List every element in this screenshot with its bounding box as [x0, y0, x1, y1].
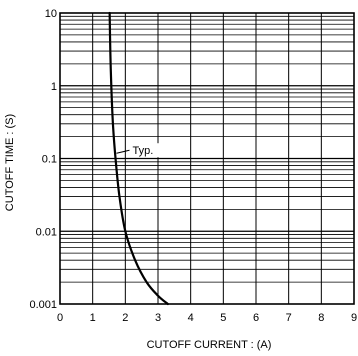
- y-tick-labels: 0.001 0.01 0.1 1 10: [29, 8, 57, 311]
- y-tick-label: 10: [45, 8, 57, 20]
- y-axis-label: CUTOFF TIME : (S): [4, 114, 16, 211]
- y-tick-label: 0.1: [42, 154, 57, 166]
- x-tick-label: 0: [57, 312, 63, 324]
- x-tick-label: 2: [122, 312, 128, 324]
- x-tick-label: 8: [318, 312, 324, 324]
- x-tick-label: 6: [253, 312, 259, 324]
- annotation-leader: [116, 149, 130, 154]
- annotation-typ: Typ.: [133, 145, 154, 157]
- annotation-background: [129, 143, 160, 158]
- y-tick-label: 1: [51, 81, 57, 93]
- x-tick-label: 1: [90, 312, 96, 324]
- x-axis-label: CUTOFF CURRENT : (A): [147, 339, 272, 351]
- typ-curve: [108, 11, 169, 306]
- x-tick-label: 7: [286, 312, 292, 324]
- y-tick-label: 0.001: [29, 299, 57, 311]
- grid-lines: [60, 13, 354, 304]
- x-tick-labels: 0 1 2 3 4 5 6 7 8 9: [57, 312, 357, 324]
- y-tick-label: 0.01: [36, 226, 57, 238]
- x-tick-label: 4: [188, 312, 194, 324]
- x-tick-label: 9: [351, 312, 357, 324]
- plot-frame: [59, 12, 355, 305]
- x-tick-label: 3: [155, 312, 161, 324]
- x-tick-label: 5: [220, 312, 226, 324]
